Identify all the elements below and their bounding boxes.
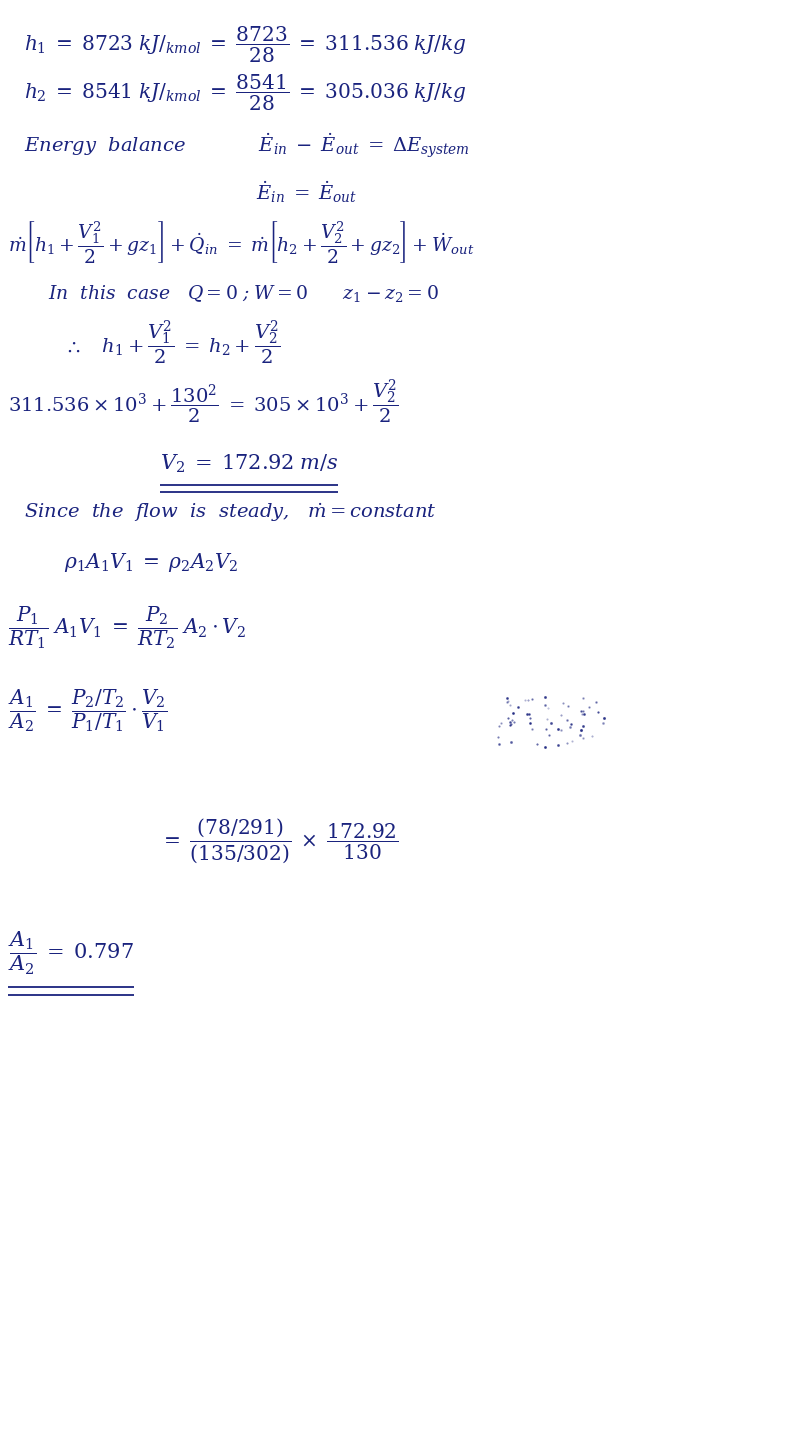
Text: $\dot{E}_{in} \;=\; \dot{E}_{out}$: $\dot{E}_{in} \;=\; \dot{E}_{out}$ — [256, 179, 358, 205]
Text: $= \; \dfrac{(78/291)}{(135/302)} \;\times\; \dfrac{172.92}{130}$: $= \; \dfrac{(78/291)}{(135/302)} \;\tim… — [160, 816, 398, 866]
Text: $h_2 \;=\; 8541 \; kJ/_{kmol} \;=\; \dfrac{8541}{28} \;=\; 305.036 \; kJ/kg$: $h_2 \;=\; 8541 \; kJ/_{kmol} \;=\; \dfr… — [24, 72, 466, 113]
Text: $311.536 \times 10^3 + \dfrac{130^2}{2} \;=\; 305 \times 10^3 + \dfrac{V_2^{2}}{: $311.536 \times 10^3 + \dfrac{130^2}{2} … — [8, 377, 399, 426]
Text: $\rho_1 A_1 V_1 \;=\; \rho_2 A_2 V_2$: $\rho_1 A_1 V_1 \;=\; \rho_2 A_2 V_2$ — [64, 551, 238, 574]
Text: In  this  case$\quad Q = 0\;$;$\; W = 0 \qquad z_1 - z_2 = 0$: In this case$\quad Q = 0\;$;$\; W = 0 \q… — [48, 283, 438, 303]
Text: Energy  balance$\qquad\qquad \dot{E}_{in} \;-\; \dot{E}_{out} \;=\; \Delta E_{sy: Energy balance$\qquad\qquad \dot{E}_{in}… — [24, 131, 470, 160]
Text: $h_1 \;=\; 8723 \; kJ/_{kmol} \;=\; \dfrac{8723}{28} \;=\; 311.536 \; kJ/kg$: $h_1 \;=\; 8723 \; kJ/_{kmol} \;=\; \dfr… — [24, 25, 466, 65]
Text: $\dfrac{P_1}{RT_1} \; A_1 V_1 \;=\; \dfrac{P_2}{RT_2} \; A_2 \cdot V_2$: $\dfrac{P_1}{RT_1} \; A_1 V_1 \;=\; \dfr… — [8, 604, 246, 650]
Text: $\dot{m}\left[h_1 + \dfrac{V_1^{2}}{2} + gz_1\right] + \dot{Q}_{in} \;=\; \dot{m: $\dot{m}\left[h_1 + \dfrac{V_1^{2}}{2} +… — [8, 220, 474, 266]
Text: $\dfrac{A_1}{A_2} \;=\; \dfrac{P_2/T_2}{P_1/T_1} \cdot \dfrac{V_2}{V_1}$: $\dfrac{A_1}{A_2} \;=\; \dfrac{P_2/T_2}{… — [8, 688, 167, 734]
Text: Since  the  flow  is  steady,$\quad \dot{m} = constant$: Since the flow is steady,$\quad \dot{m} … — [24, 501, 437, 525]
Text: $\dfrac{A_1}{A_2} \;=\; 0.797$: $\dfrac{A_1}{A_2} \;=\; 0.797$ — [8, 931, 134, 977]
Text: $\therefore \quad h_1 + \dfrac{V_1^{2}}{2} \;=\; h_2 + \dfrac{V_2^{2}}{2}$: $\therefore \quad h_1 + \dfrac{V_1^{2}}{… — [64, 318, 281, 367]
Text: $V_2 \;=\; 172.92 \; m/s$: $V_2 \;=\; 172.92 \; m/s$ — [160, 452, 338, 475]
